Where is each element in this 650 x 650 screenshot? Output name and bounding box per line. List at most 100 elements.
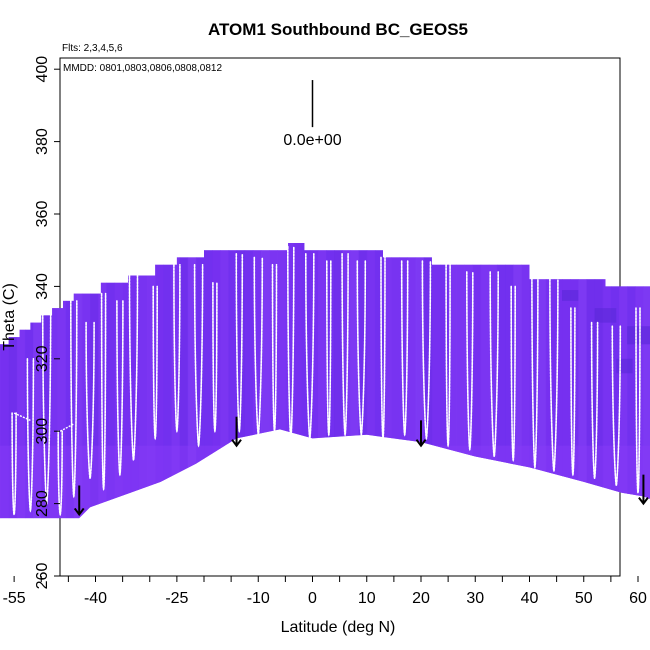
curtain-column (545, 243, 555, 562)
profile-trace (341, 253, 349, 437)
profile-trace (611, 325, 622, 488)
data-curtain (0, 243, 650, 562)
curtain-column (8, 243, 18, 562)
curtain-lower-band (0, 445, 650, 562)
curtain-dark-patch (594, 308, 617, 323)
chart-title: ATOM1 Southbound BC_GEOS5 (208, 20, 468, 39)
y-tick-label: 360 (34, 201, 51, 228)
color-scale-marker: 0.0e+00 (283, 80, 342, 149)
scale-label: 0.0e+00 (283, 132, 341, 149)
curtain-column (24, 243, 34, 562)
curtain-column (505, 243, 514, 562)
curtain-column (602, 243, 612, 562)
arrow-head (415, 439, 427, 448)
curtain-column (521, 243, 531, 562)
curtain-column (130, 243, 140, 562)
profile-trace (305, 253, 315, 441)
profile-trace (193, 263, 204, 448)
curtain-column (204, 243, 213, 562)
profile-trace (445, 263, 451, 448)
curtain-dark-patch (616, 358, 633, 374)
profile-trace (152, 285, 158, 441)
profile-trace (421, 260, 432, 441)
curtain-column (220, 243, 230, 562)
curtain-column (106, 243, 116, 562)
curtain-dark-patch (627, 326, 650, 345)
curtain-column (163, 243, 173, 562)
curtain-column (627, 243, 636, 562)
profile-trace (570, 307, 576, 477)
x-tick-label: 30 (466, 590, 484, 607)
profile-trace (531, 271, 539, 470)
curtain-column (431, 243, 441, 562)
profile-traces (11, 245, 641, 517)
arrow-head (73, 507, 85, 517)
x-tick-label: 10 (358, 590, 376, 607)
curtain-column (586, 243, 596, 562)
curtain-column (277, 243, 286, 562)
profile-trace (26, 358, 35, 513)
curtain-column (122, 243, 132, 562)
x-axis-label: Latitude (deg N) (281, 619, 396, 636)
curtain-dark-patch (562, 290, 579, 301)
profile-trace (356, 260, 367, 437)
y-axis: 260 280 300 320 340 360 380 400 (34, 56, 60, 590)
x-axis: -70-55-40-25-1001020304050607080 (3, 576, 647, 607)
curtain-column (464, 243, 474, 562)
curtain-column (65, 243, 75, 562)
curtain-column (407, 243, 417, 562)
curtain-column (594, 243, 604, 562)
profile-trace (173, 263, 181, 434)
x-tick-label: 60 (629, 590, 647, 607)
curtain-column (334, 243, 343, 562)
curtain-column (537, 243, 547, 562)
profile-trace (635, 307, 641, 495)
curtain-column (114, 243, 124, 562)
curtain-column (496, 243, 506, 562)
profile-trace (287, 245, 295, 441)
profile-trace (400, 260, 409, 437)
curtain-column (49, 243, 59, 562)
curtain-column (0, 243, 10, 562)
curtain-column (228, 243, 238, 562)
x-tick-label: -40 (84, 590, 107, 607)
flights-note: Flts: 2,3,4,5,6 (62, 43, 123, 54)
curtain-column (472, 243, 482, 562)
flight-arrows (73, 416, 649, 517)
x-tick-label: -10 (247, 590, 270, 607)
profile-trace (116, 300, 124, 477)
x-tick-label: -55 (3, 590, 26, 607)
curtain-column (350, 243, 360, 562)
profile-trace (380, 256, 386, 441)
curtain-column (155, 243, 164, 562)
curtain-column (16, 243, 26, 562)
curtain-column (73, 243, 83, 562)
curtain-column (643, 243, 650, 562)
y-tick-label: 400 (34, 56, 51, 83)
x-tick-label: 40 (521, 590, 539, 607)
curtain-column (439, 243, 449, 562)
y-tick-label: 320 (34, 345, 51, 372)
y-tick-label: 260 (34, 563, 51, 590)
curtain-column (41, 243, 50, 562)
dates-note: MMDD: 0801,0803,0806,0808,0812 (63, 63, 222, 74)
y-tick-label: 300 (34, 418, 51, 445)
curtain-column (293, 243, 303, 562)
curtain-column (244, 243, 254, 562)
profile-trace (212, 282, 218, 434)
profile-trace (11, 412, 17, 517)
profile-trace (235, 253, 244, 434)
y-axis-label: Theta (C) (1, 283, 18, 351)
curtain-column (619, 243, 628, 562)
curtain-column (374, 243, 384, 562)
profile-trace (271, 263, 278, 434)
curtain-column (578, 243, 588, 562)
y-tick-label: 340 (34, 273, 51, 300)
curtain-column (383, 243, 392, 562)
profile-trace (100, 292, 107, 491)
transit-trace (59, 423, 75, 432)
curtain-column (448, 243, 457, 562)
profile-trace (41, 300, 52, 506)
